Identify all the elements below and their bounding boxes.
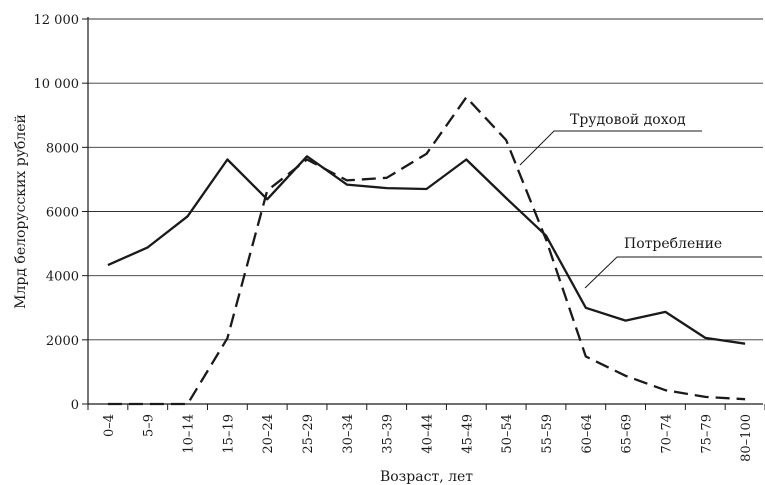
chart-axes bbox=[87, 17, 763, 405]
x-tick-label: 70–74 bbox=[659, 414, 674, 454]
x-tick-label: 40–44 bbox=[421, 414, 436, 454]
y-tick-label: 2000 bbox=[46, 334, 79, 349]
y-axis-ticks: 0 2000 4000 6000 8000 10 000 12 000 bbox=[34, 13, 88, 413]
y-tick-label: 0 bbox=[71, 398, 79, 413]
series-lines bbox=[107, 96, 746, 406]
x-tick-label: 50–54 bbox=[500, 414, 515, 454]
grid-lines bbox=[88, 18, 763, 341]
x-tick-label: 15–19 bbox=[221, 414, 236, 454]
labor-income-line bbox=[107, 96, 746, 406]
labor-income-label: Трудовой доход bbox=[570, 112, 686, 128]
series-annotations: Трудовой доход Потребление bbox=[519, 112, 762, 289]
consumption-line bbox=[107, 155, 746, 345]
y-tick-label: 8000 bbox=[46, 141, 79, 156]
x-tick-label: 5–9 bbox=[142, 414, 157, 437]
labor-income-leader bbox=[519, 130, 702, 166]
x-axis-ticks: 0–4 5–9 10–14 15–19 20–24 25–29 30–34 35–39 40–4… bbox=[87, 404, 765, 462]
y-tick-label: 12 000 bbox=[34, 13, 80, 28]
x-tick-label: 35–39 bbox=[381, 414, 396, 454]
x-tick-label: 0–4 bbox=[102, 414, 117, 437]
y-tick-label: 4000 bbox=[46, 270, 79, 285]
y-tick-label: 10 000 bbox=[34, 77, 80, 92]
x-tick-label: 25–29 bbox=[301, 414, 316, 454]
x-tick-label: 10–14 bbox=[182, 414, 197, 454]
x-tick-label: 30–34 bbox=[341, 414, 356, 454]
x-tick-label: 75–79 bbox=[699, 414, 714, 454]
y-axis-title: Млрд белорусских рублей bbox=[13, 114, 29, 309]
consumption-leader bbox=[584, 256, 762, 289]
x-tick-label: 45–49 bbox=[460, 414, 475, 454]
x-tick-label: 20–24 bbox=[261, 414, 276, 454]
consumption-label: Потребление bbox=[624, 236, 722, 252]
x-tick-label: 55–59 bbox=[540, 414, 555, 454]
x-tick-label: 80–100 bbox=[739, 414, 754, 462]
x-tick-label: 60–64 bbox=[580, 414, 595, 454]
x-axis-title: Возраст, лет bbox=[380, 469, 473, 485]
x-tick-label: 65–69 bbox=[620, 414, 635, 454]
y-tick-label: 6000 bbox=[46, 206, 79, 221]
